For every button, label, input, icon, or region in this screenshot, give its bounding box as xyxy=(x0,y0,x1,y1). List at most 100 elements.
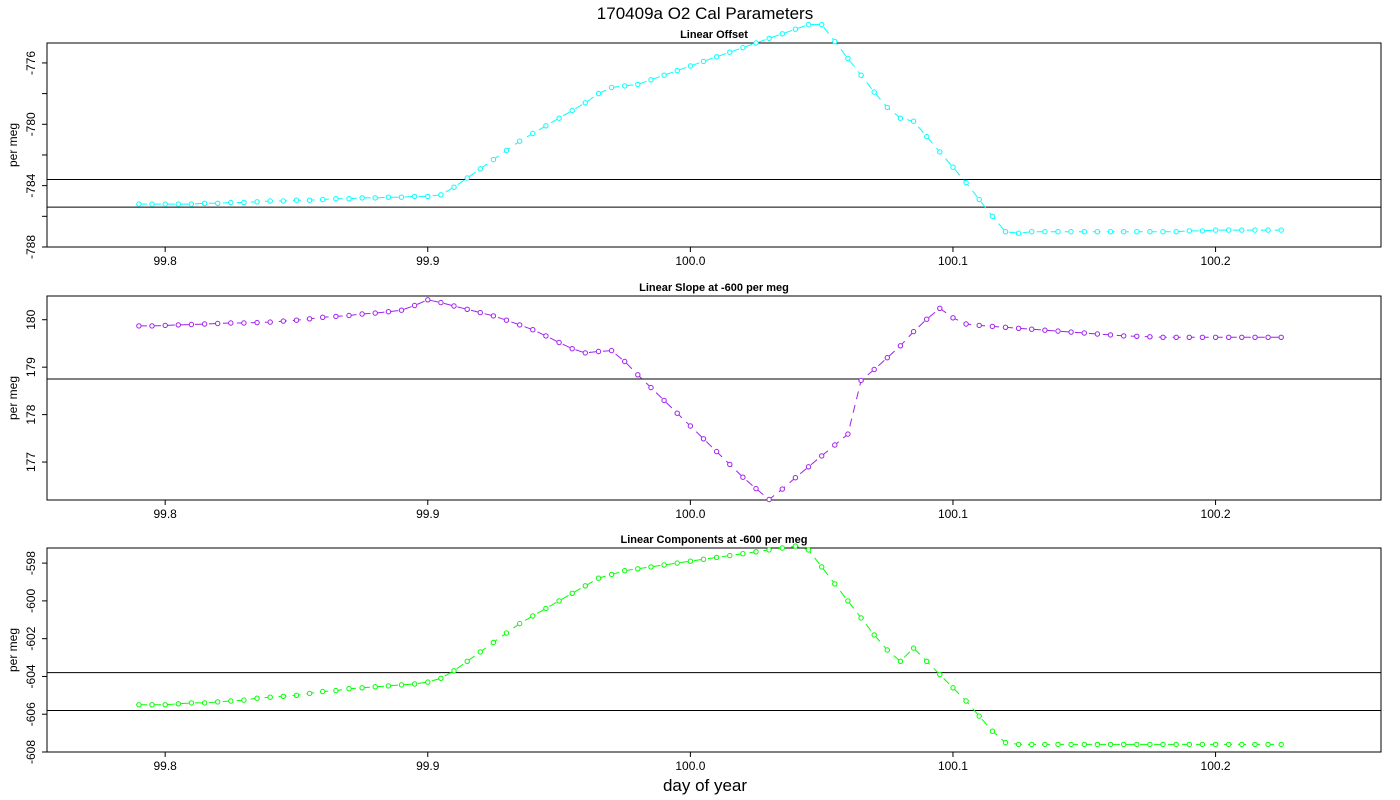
data-point xyxy=(543,333,549,339)
x-tick-label: 100.1 xyxy=(938,507,968,521)
data-point xyxy=(1199,334,1206,340)
data-point xyxy=(1147,229,1153,235)
data-point xyxy=(1015,230,1022,236)
data-point xyxy=(333,687,339,694)
x-tick-label: 100.2 xyxy=(1201,759,1231,773)
data-point xyxy=(1121,333,1127,339)
data-point xyxy=(1252,334,1258,340)
data-point xyxy=(1002,229,1009,235)
data-point xyxy=(1081,229,1088,235)
data-point xyxy=(910,328,917,335)
x-tick-label: 100.1 xyxy=(938,759,968,773)
data-point xyxy=(254,319,260,326)
data-point xyxy=(293,692,300,698)
data-point xyxy=(884,104,890,111)
y-axis-label: per meg xyxy=(6,376,20,420)
data-point xyxy=(1134,741,1140,748)
data-point xyxy=(569,107,575,114)
data-point xyxy=(819,564,825,570)
data-point xyxy=(556,115,562,121)
data-point xyxy=(779,486,785,492)
data-point xyxy=(819,21,825,28)
data-point xyxy=(1055,741,1061,748)
data-point xyxy=(950,315,956,321)
data-point xyxy=(162,201,168,207)
data-point xyxy=(635,566,641,572)
data-point xyxy=(832,38,838,45)
data-point xyxy=(346,196,352,202)
data-point xyxy=(635,81,641,88)
data-point xyxy=(661,562,667,568)
data-point xyxy=(1160,741,1166,748)
data-point xyxy=(477,309,483,316)
data-point xyxy=(162,322,168,329)
data-point xyxy=(963,321,969,327)
data-point xyxy=(976,322,982,329)
data-point xyxy=(845,431,851,437)
data-point xyxy=(517,322,523,328)
data-point xyxy=(359,195,365,201)
data-point xyxy=(201,321,208,327)
data-point xyxy=(924,658,930,664)
data-point xyxy=(201,200,208,207)
data-point xyxy=(674,67,680,74)
data-point xyxy=(490,639,497,646)
y-axis-label: per meg xyxy=(6,628,20,672)
data-point xyxy=(517,620,523,627)
data-point xyxy=(241,320,247,326)
data-point xyxy=(306,316,313,322)
data-point xyxy=(989,213,996,220)
data-point xyxy=(530,130,536,137)
x-tick-label: 100.0 xyxy=(675,759,705,773)
data-point xyxy=(989,323,996,330)
data-point xyxy=(1068,329,1074,335)
data-point xyxy=(280,318,286,324)
data-point xyxy=(937,671,943,678)
y-tick-label: 178 xyxy=(24,404,38,424)
data-point xyxy=(924,316,930,322)
data-point xyxy=(766,35,772,42)
data-point xyxy=(937,305,943,311)
data-point xyxy=(805,547,812,553)
data-point xyxy=(674,560,680,566)
data-point xyxy=(451,668,457,674)
data-point xyxy=(451,303,457,309)
data-point xyxy=(582,350,588,356)
data-point xyxy=(411,302,418,309)
x-tick-label: 99.9 xyxy=(416,759,440,773)
data-point xyxy=(700,58,707,65)
data-point xyxy=(1186,228,1193,234)
data-point xyxy=(1055,328,1061,334)
data-point xyxy=(477,166,483,172)
data-point xyxy=(372,310,378,316)
data-point xyxy=(411,193,418,200)
data-point xyxy=(858,72,864,78)
data-point xyxy=(858,615,864,621)
data-point xyxy=(1173,741,1179,748)
data-point xyxy=(175,322,182,328)
data-point xyxy=(556,598,562,604)
data-point xyxy=(136,201,142,207)
data-point xyxy=(1002,739,1009,746)
data-point xyxy=(254,695,260,701)
data-point xyxy=(215,320,221,327)
data-point xyxy=(1160,334,1166,340)
data-point xyxy=(320,314,326,320)
x-tick-label: 99.8 xyxy=(153,759,177,773)
data-point xyxy=(228,199,234,206)
data-point xyxy=(136,702,142,708)
data-point xyxy=(1226,334,1232,340)
data-point xyxy=(700,556,707,562)
data-point xyxy=(556,339,562,346)
data-point xyxy=(884,355,890,361)
data-point xyxy=(398,307,405,313)
panel-linear-components: Linear Components at -600 per meg per meg… xyxy=(6,534,1382,773)
y-tick-label: -608 xyxy=(24,740,38,764)
data-point xyxy=(201,700,208,706)
data-point xyxy=(622,358,628,365)
y-tick-label: -788 xyxy=(24,235,38,259)
data-point xyxy=(792,475,799,481)
data-point xyxy=(1160,229,1166,235)
data-point xyxy=(569,590,575,596)
data-point xyxy=(963,698,969,704)
